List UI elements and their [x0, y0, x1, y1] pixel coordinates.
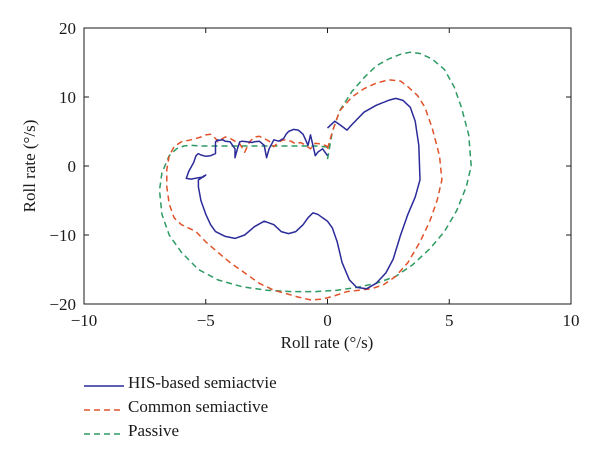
series-line-his-based: [185, 97, 421, 290]
y-tick-label: 0: [68, 157, 77, 176]
legend-label-passive: Passive: [128, 421, 179, 440]
y-axis-label: Roll rate (°/s): [20, 120, 39, 213]
y-tick-labels: −20 −10 0 10 20: [49, 19, 76, 314]
x-axis-label: Roll rate (°/s): [281, 333, 374, 352]
axis-ticks: [83, 27, 572, 305]
x-tick-label: 5: [445, 311, 454, 330]
legend-label-common-semiactive: Common semiactive: [128, 397, 269, 416]
legend: HIS-based semiactvie Common semiactive P…: [84, 371, 277, 443]
y-tick-label: 20: [59, 19, 76, 38]
y-tick-label: −10: [49, 226, 76, 245]
series-line-passive: [158, 51, 472, 293]
x-tick-label: −5: [197, 311, 215, 330]
y-tick-label: −20: [49, 295, 76, 314]
series-line-common-semiactive: [166, 79, 443, 301]
y-tick-label: 10: [59, 88, 76, 107]
legend-item-his-based: HIS-based semiactvie: [84, 371, 277, 395]
x-tick-labels: −10 −5 0 5 10: [71, 311, 580, 330]
legend-label-his-based: HIS-based semiactvie: [128, 373, 277, 392]
legend-swatch-his-based: [84, 378, 124, 388]
series-layer: [158, 51, 472, 301]
x-tick-label: −10: [71, 311, 98, 330]
plot-area-frame: [83, 27, 572, 305]
legend-swatch-common-semiactive: [84, 402, 124, 412]
legend-swatch-passive: [84, 426, 124, 436]
x-tick-label: 10: [563, 311, 580, 330]
x-tick-label: 0: [323, 311, 332, 330]
legend-item-common-semiactive: Common semiactive: [84, 395, 277, 419]
legend-item-passive: Passive: [84, 419, 277, 443]
